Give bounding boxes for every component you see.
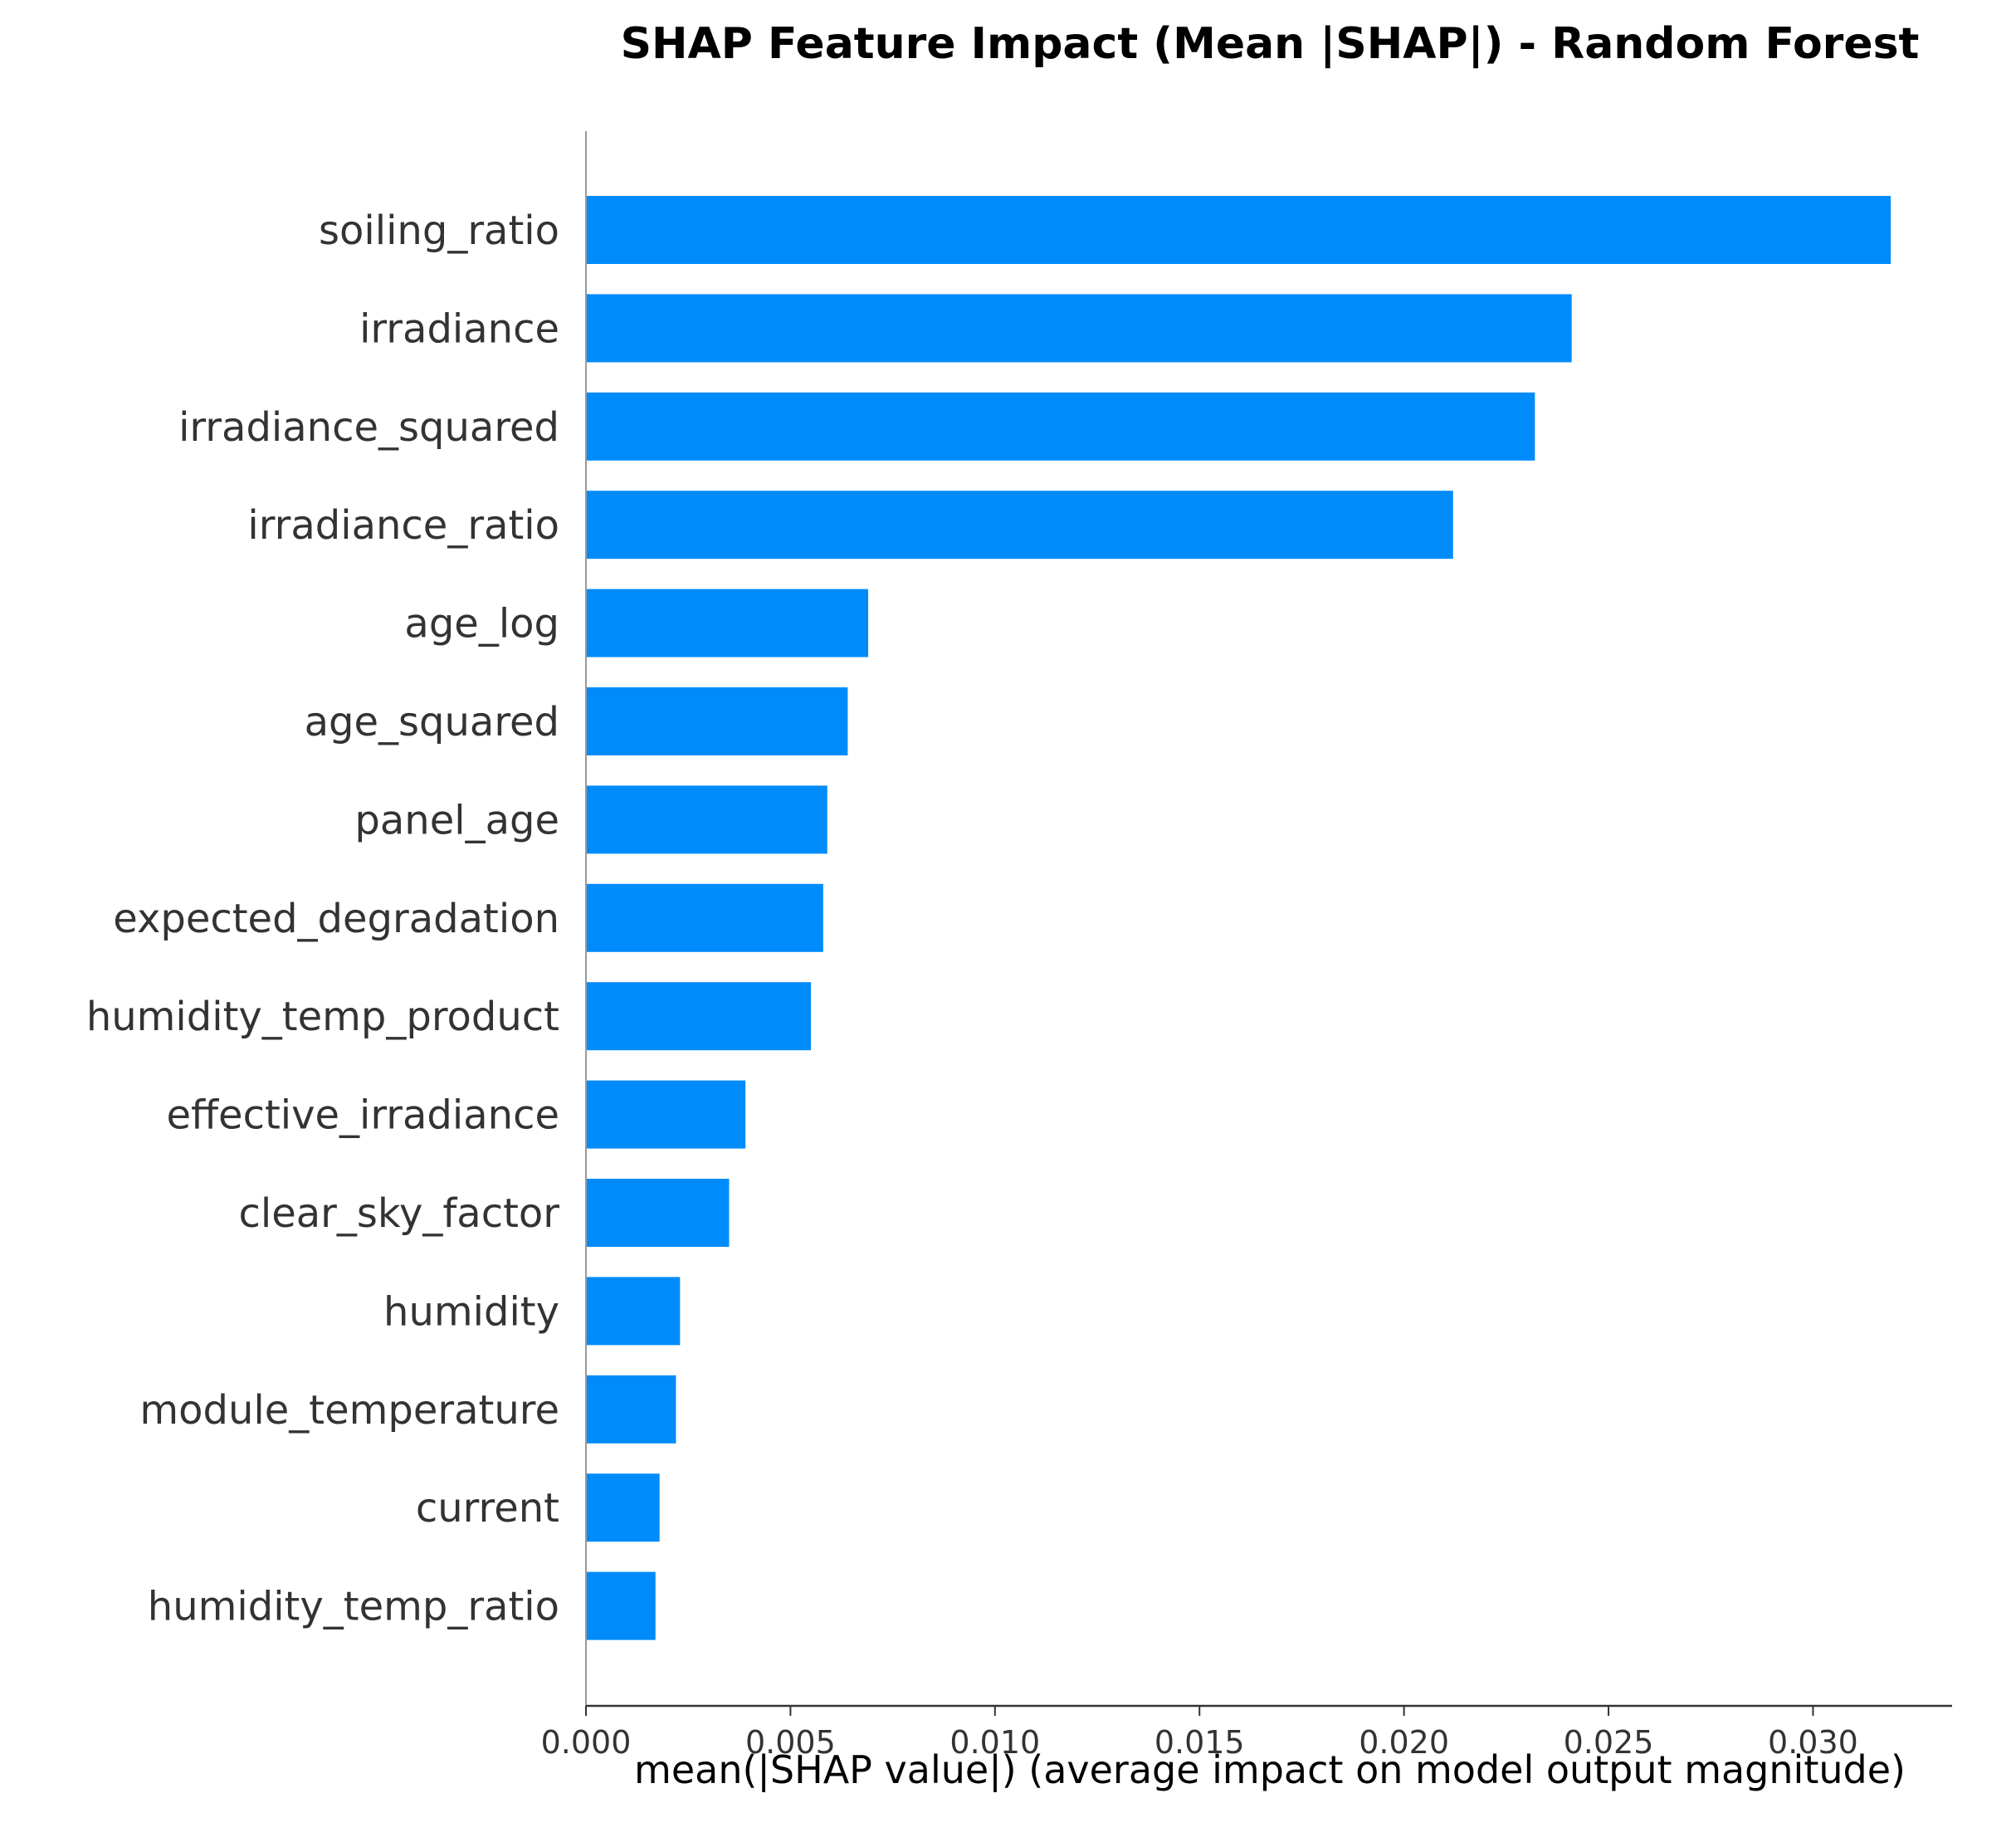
bar-irradiance xyxy=(586,294,1572,363)
bar-current xyxy=(586,1473,660,1542)
category-label: irradiance xyxy=(359,305,559,352)
x-tick-label: 0.020 xyxy=(1359,1724,1449,1761)
bar-humidity-temp-ratio xyxy=(586,1571,656,1640)
x-tick-label: 0.000 xyxy=(541,1724,632,1761)
category-label: expected_degradation xyxy=(113,896,559,942)
bar-irradiance-squared xyxy=(586,392,1535,461)
bar-humidity-temp-product xyxy=(586,982,812,1051)
x-tick-label: 0.015 xyxy=(1154,1724,1245,1761)
bar-humidity xyxy=(586,1277,681,1346)
bar-panel-age xyxy=(586,785,827,854)
bar-module-temperature xyxy=(586,1375,676,1444)
category-label: irradiance_ratio xyxy=(247,502,559,549)
bar-soiling-ratio xyxy=(586,196,1892,264)
category-label: irradiance_squared xyxy=(178,404,559,451)
category-label: humidity_temp_product xyxy=(86,994,559,1040)
category-label: effective_irradiance xyxy=(166,1092,559,1139)
bar-age-log xyxy=(586,589,869,657)
x-ticks: 0.000 0.005 0.010 0.015 0.020 0.025 0.030 xyxy=(541,1706,1858,1761)
category-label: age_log xyxy=(404,601,559,647)
category-label: current xyxy=(416,1485,559,1532)
category-label: humidity xyxy=(383,1288,559,1335)
category-label: soiling_ratio xyxy=(319,208,559,254)
category-label: age_squared xyxy=(305,699,559,745)
category-label: module_temperature xyxy=(139,1387,559,1434)
category-label: humidity_temp_ratio xyxy=(148,1584,559,1630)
x-tick-label: 0.030 xyxy=(1768,1724,1858,1761)
bar-effective-irradiance xyxy=(586,1080,746,1149)
bars-layer xyxy=(586,196,1892,1640)
bar-age-squared xyxy=(586,687,848,755)
x-tick-label: 0.010 xyxy=(949,1724,1040,1761)
category-label: panel_age xyxy=(354,797,559,843)
x-tick-label: 0.005 xyxy=(745,1724,836,1761)
x-tick-label: 0.025 xyxy=(1564,1724,1654,1761)
chart-title: SHAP Feature Impact (Mean |SHAP|) - Rand… xyxy=(621,19,1920,69)
x-axis-label: mean(|SHAP value|) (average impact on mo… xyxy=(634,1747,1906,1793)
category-labels: soiling_ratio irradiance irradiance_square… xyxy=(86,208,559,1630)
category-label: clear_sky_factor xyxy=(238,1190,559,1237)
bar-irradiance-ratio xyxy=(586,491,1453,559)
bar-expected-degradation xyxy=(586,883,823,952)
bar-clear-sky-factor xyxy=(586,1179,730,1247)
